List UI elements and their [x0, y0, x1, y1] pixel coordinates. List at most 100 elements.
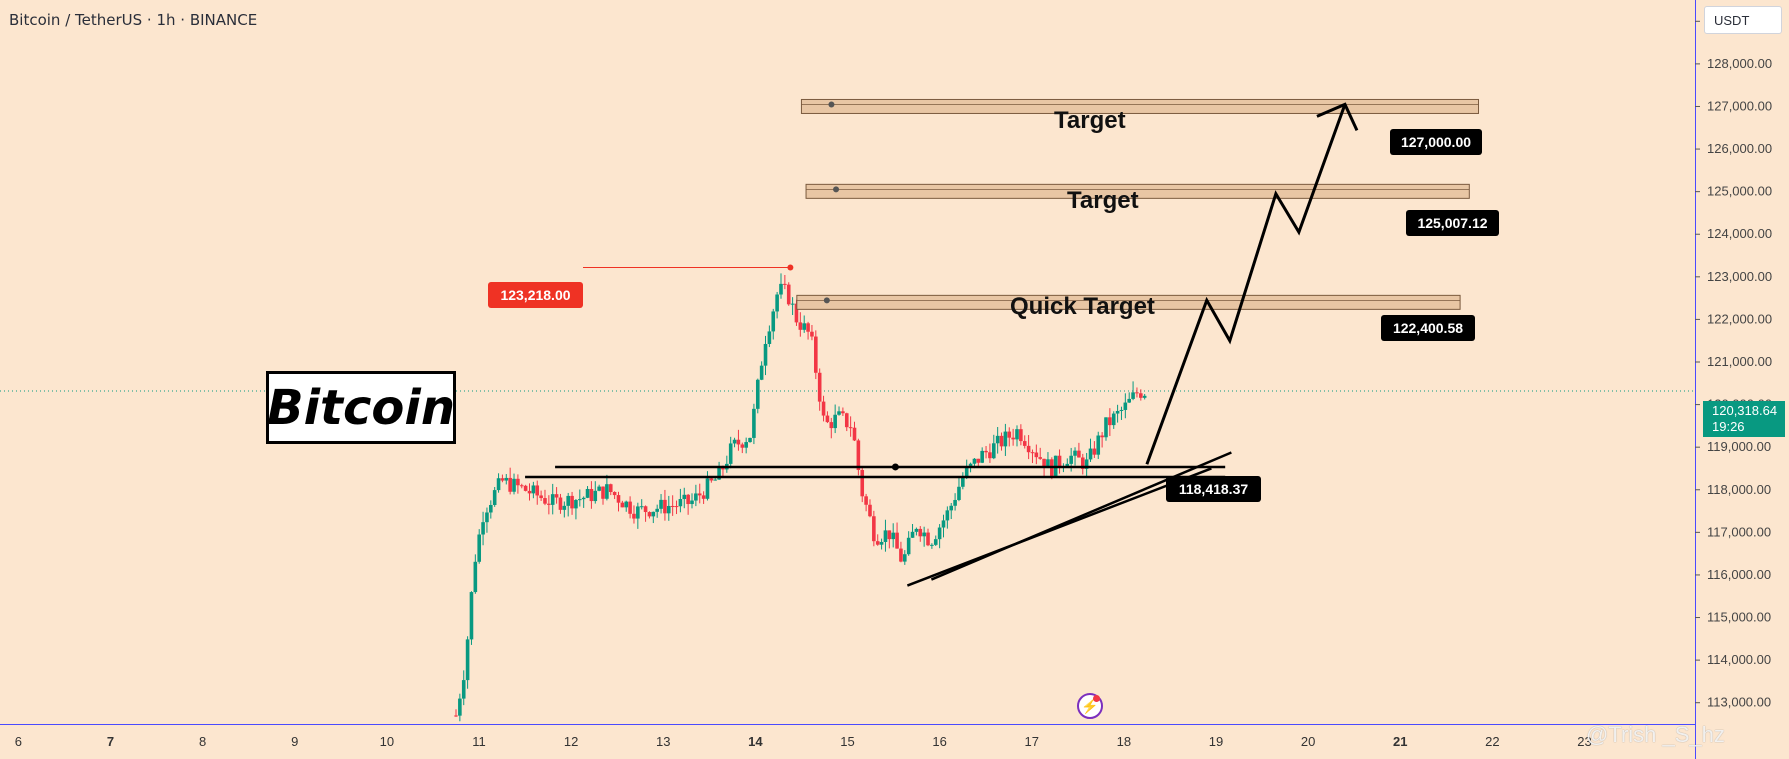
candle-up	[666, 505, 671, 514]
candle-down	[810, 331, 814, 337]
projection-arrowhead	[1316, 102, 1359, 131]
candle-down	[844, 413, 849, 428]
candle-up	[1046, 459, 1050, 468]
candle-up	[694, 493, 698, 501]
candle-down	[674, 506, 679, 508]
zone-label-quick-target: Quick Target	[1010, 293, 1155, 320]
candle-up	[1111, 413, 1116, 426]
lightning-icon[interactable]: ⚡	[1077, 693, 1103, 719]
candle-down	[554, 494, 559, 498]
candle-up	[779, 283, 783, 295]
candle-up	[1131, 392, 1135, 399]
candle-up	[790, 303, 795, 305]
candle-up	[461, 680, 466, 699]
candle-up	[578, 499, 582, 501]
candle-up	[1088, 448, 1093, 460]
current-price-badge: 120,318.64 19:26	[1703, 401, 1785, 437]
candle-up	[713, 479, 718, 481]
candle-up	[624, 501, 629, 508]
y-tick-label: 127,000.00	[1707, 98, 1772, 113]
candle-down	[1038, 457, 1043, 459]
chart-title: Bitcoin / TetherUS · 1h · BINANCE	[9, 11, 258, 29]
candle-up	[489, 504, 493, 513]
candle-down	[817, 372, 822, 402]
candle-down	[558, 497, 563, 510]
candle-up	[597, 486, 601, 491]
candle-down	[1135, 392, 1139, 394]
candle-down	[1108, 417, 1112, 426]
candle-down	[697, 493, 702, 496]
candle-down	[825, 415, 830, 423]
current-price-value: 120,318.64	[1712, 403, 1778, 418]
candle-down	[616, 495, 621, 503]
candle-up	[481, 522, 485, 535]
candle-up	[945, 510, 950, 521]
candle-up	[581, 497, 586, 500]
candle-up	[775, 294, 779, 312]
candle-down	[1100, 435, 1104, 438]
candle-down	[1019, 429, 1023, 442]
x-tick-label: 13	[656, 734, 670, 749]
currency-button[interactable]: USDT	[1704, 6, 1782, 34]
candle-down	[868, 504, 872, 517]
candle-up	[991, 443, 996, 459]
candle-down	[740, 444, 745, 448]
candle-up	[562, 505, 567, 510]
price-tag-118418: 118,418.37	[1166, 476, 1261, 502]
zone-label-target-1: Target	[1054, 107, 1126, 134]
candle-up	[728, 443, 733, 464]
zone-anchor-dot	[833, 186, 840, 193]
high-marker-dot	[787, 264, 794, 271]
candle-down	[1022, 441, 1027, 446]
price-tag-127000: 127,000.00	[1390, 129, 1482, 155]
candle-up	[755, 379, 760, 409]
candle-up	[550, 494, 555, 505]
candle-down	[1080, 457, 1085, 469]
candle-up	[465, 639, 470, 681]
candle-down	[701, 495, 706, 499]
drawings-layer	[525, 98, 1480, 587]
candle-down	[875, 541, 880, 545]
candle-down	[663, 499, 667, 514]
candle-up	[837, 411, 841, 415]
candle-down	[647, 512, 652, 517]
x-tick-label: 18	[1117, 734, 1131, 749]
candle-up	[732, 439, 737, 444]
x-tick-label: 8	[199, 734, 206, 749]
candle-down	[709, 478, 714, 481]
candle-up	[933, 539, 938, 545]
y-tick-label: 126,000.00	[1707, 141, 1772, 156]
price-axis-panel	[1695, 0, 1789, 759]
trendline-lower	[906, 467, 1212, 587]
candle-down	[527, 490, 532, 494]
candle-up	[605, 484, 609, 499]
target-zone-2	[805, 183, 1470, 199]
y-tick-label: 118,000.00	[1707, 482, 1771, 497]
y-tick-label: 119,000.00	[1707, 439, 1771, 454]
candle-down	[535, 485, 540, 496]
candle-up	[759, 365, 764, 380]
candle-down	[814, 336, 818, 373]
candle-up	[802, 323, 807, 330]
y-tick-label: 116,000.00	[1707, 567, 1771, 582]
candle-up	[961, 476, 965, 487]
candle-up	[914, 528, 919, 532]
candle-down	[926, 532, 930, 546]
candle-down	[794, 303, 799, 323]
candle-up	[771, 311, 776, 332]
candle-down	[543, 498, 547, 504]
y-tick-label: 121,000.00	[1707, 354, 1772, 369]
candle-up	[1119, 409, 1124, 411]
candle-up	[953, 499, 957, 506]
candle-up	[651, 511, 656, 517]
support-anchor-dot	[891, 463, 899, 471]
candle-down	[570, 495, 574, 509]
x-tick-label: 12	[564, 734, 578, 749]
candle-up	[485, 512, 489, 523]
candle-down	[1030, 452, 1035, 454]
candle-up	[469, 592, 474, 640]
y-tick-label: 115,000.00	[1707, 610, 1771, 625]
x-tick-label: 6	[15, 734, 22, 749]
y-tick-label: 123,000.00	[1707, 269, 1772, 284]
